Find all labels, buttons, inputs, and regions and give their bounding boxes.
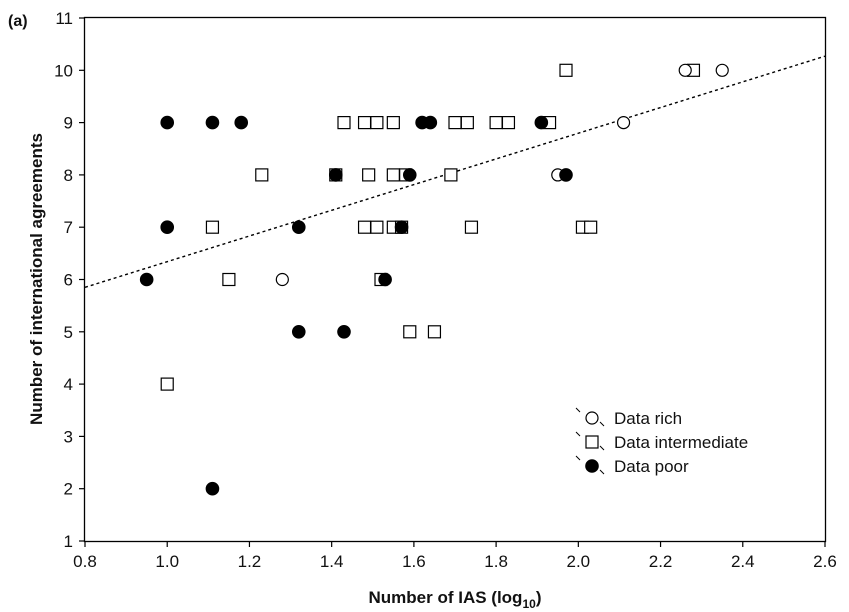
x-axis: 0.8 1.0 1.2 1.4 1.6 1.8 2.0 2.2 2.4 2.6 xyxy=(73,541,837,571)
x-tick-label: 1.8 xyxy=(484,552,508,571)
legend-leader-line xyxy=(599,445,605,451)
point-data-rich xyxy=(715,63,729,77)
point-data-intermediate xyxy=(370,115,384,130)
x-tick-label: 1.2 xyxy=(238,552,262,571)
legend-leader-line xyxy=(575,407,581,413)
y-tick-label: 1 xyxy=(64,532,73,551)
data-points xyxy=(139,63,729,496)
point-data-intermediate xyxy=(370,220,384,234)
legend-leader-line xyxy=(599,469,605,475)
y-tick-label: 7 xyxy=(64,218,73,237)
legend-leader-line xyxy=(575,431,581,437)
point-data-intermediate xyxy=(362,168,376,182)
y-tick-label: 4 xyxy=(64,375,73,394)
y-tick-label: 10 xyxy=(54,61,73,80)
legend-label: Data poor xyxy=(614,457,689,476)
x-axis-title-end: ) xyxy=(536,588,542,607)
point-data-intermediate xyxy=(403,325,417,339)
point-data-intermediate xyxy=(464,220,479,234)
point-data-poor xyxy=(394,220,409,234)
point-data-intermediate xyxy=(448,115,462,130)
point-data-intermediate xyxy=(460,115,474,130)
point-data-poor xyxy=(291,325,306,339)
point-data-poor xyxy=(559,168,573,182)
point-data-intermediate xyxy=(205,220,220,234)
panel-label: (a) xyxy=(8,13,28,30)
x-tick-label: 2.0 xyxy=(567,552,591,571)
point-data-poor xyxy=(160,220,175,234)
point-data-intermediate xyxy=(337,115,351,130)
point-data-poor xyxy=(160,115,175,130)
x-axis-title-text: Number of IAS (log xyxy=(369,588,523,607)
x-tick-label: 2.6 xyxy=(813,552,837,571)
y-axis-title: Number of international agreements xyxy=(27,133,46,425)
point-data-intermediate xyxy=(559,63,573,77)
point-data-poor xyxy=(402,168,417,182)
x-tick-label: 0.8 xyxy=(73,552,97,571)
point-data-poor xyxy=(205,115,220,130)
point-data-intermediate xyxy=(584,220,598,234)
legend-label: Data intermediate xyxy=(614,433,748,452)
y-tick-label: 5 xyxy=(64,323,73,342)
point-data-intermediate xyxy=(489,115,503,130)
x-tick-label: 1.6 xyxy=(402,552,426,571)
point-data-intermediate xyxy=(444,168,458,182)
point-data-intermediate xyxy=(160,377,174,391)
y-tick-label: 8 xyxy=(64,166,73,185)
point-data-intermediate xyxy=(427,325,442,339)
y-tick-label: 11 xyxy=(55,9,73,28)
legend-marker xyxy=(585,411,599,425)
point-data-intermediate xyxy=(386,168,400,182)
x-axis-title: Number of IAS (log10) xyxy=(369,588,542,611)
point-data-poor xyxy=(328,168,343,182)
point-data-poor xyxy=(534,115,549,130)
y-tick-label: 2 xyxy=(64,480,73,499)
point-data-poor xyxy=(291,220,306,234)
point-data-intermediate xyxy=(357,115,372,130)
point-data-intermediate xyxy=(255,168,269,182)
legend: Data rich Data intermediate Data poor xyxy=(575,407,748,476)
x-axis-title-subscript: 10 xyxy=(522,597,536,611)
plot-frame xyxy=(83,16,827,543)
y-tick-label: 6 xyxy=(64,271,73,290)
x-tick-label: 1.0 xyxy=(155,552,179,571)
legend-marker xyxy=(585,459,599,473)
y-tick-label: 3 xyxy=(64,427,73,446)
point-data-rich xyxy=(678,63,692,77)
x-tick-label: 2.4 xyxy=(731,552,755,571)
point-data-rich xyxy=(275,272,289,287)
point-data-poor xyxy=(378,272,392,287)
legend-leader-line xyxy=(575,455,581,461)
point-data-intermediate xyxy=(357,220,372,234)
x-tick-label: 1.4 xyxy=(320,552,344,571)
point-data-intermediate xyxy=(501,115,516,130)
legend-leader-line xyxy=(599,421,605,427)
point-data-poor xyxy=(205,481,220,496)
point-data-intermediate xyxy=(386,115,400,130)
point-data-poor xyxy=(337,325,351,339)
x-tick-label: 2.2 xyxy=(649,552,673,571)
y-axis: 1 2 3 4 5 6 7 8 9 10 11 xyxy=(54,9,85,551)
point-data-poor xyxy=(139,272,154,287)
point-data-intermediate xyxy=(222,272,236,287)
legend-marker xyxy=(585,435,599,449)
point-data-poor xyxy=(234,115,249,130)
point-data-poor xyxy=(423,115,438,130)
y-tick-label: 9 xyxy=(64,114,73,133)
legend-label: Data rich xyxy=(614,409,682,428)
point-data-rich xyxy=(616,115,631,130)
